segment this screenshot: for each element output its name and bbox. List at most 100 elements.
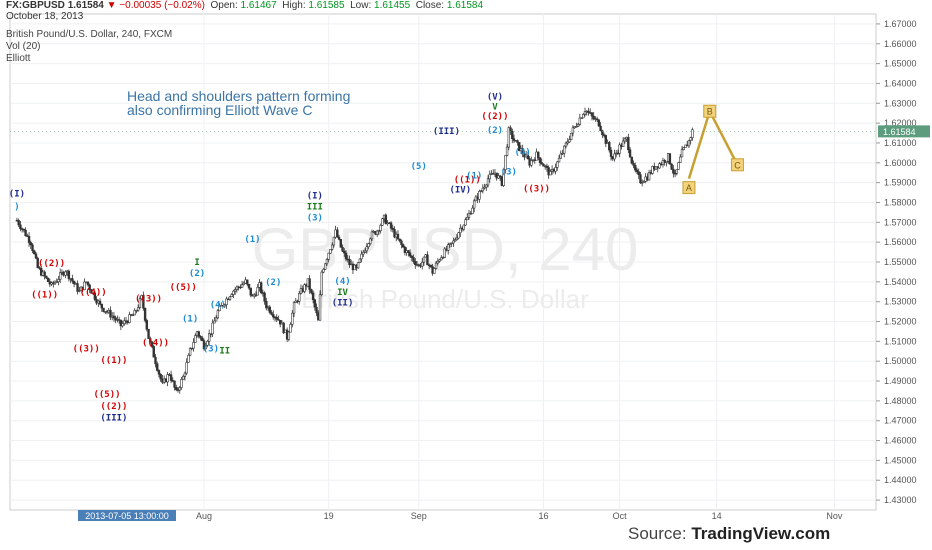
- x-tick-label: 14: [712, 511, 722, 521]
- candle-body: [433, 268, 436, 274]
- x-tick-label: Nov: [826, 511, 843, 521]
- candle-body: [88, 284, 91, 290]
- open-value: 1.61467: [240, 0, 277, 11]
- candle-body: [315, 306, 318, 314]
- candle-body: [504, 155, 507, 170]
- candle-body: [453, 239, 457, 242]
- candle-body: [194, 335, 197, 343]
- candle-body: [272, 314, 275, 318]
- candle-body: [459, 227, 462, 234]
- y-tick-label: 1.63000: [884, 98, 917, 108]
- candle-body: [452, 240, 455, 244]
- candle-body: [609, 149, 613, 157]
- candle-body: [119, 319, 123, 327]
- candle-body: [233, 289, 237, 292]
- open-label: Open:: [210, 0, 238, 11]
- candle-body: [78, 290, 81, 292]
- series-legend[interactable]: British Pound/U.S. Dollar, 240, FXCM: [6, 29, 173, 40]
- candle-body: [22, 228, 26, 231]
- candle-body: [339, 239, 343, 248]
- candle-body: [17, 220, 20, 226]
- candle-body: [142, 295, 145, 309]
- candle-body: [479, 190, 483, 192]
- projection-marker: [730, 158, 744, 172]
- candle-body: [90, 289, 93, 294]
- volume-legend[interactable]: Vol (20): [6, 41, 41, 52]
- candle-body: [628, 149, 632, 158]
- candle-body: [136, 307, 140, 311]
- candle-body: [640, 182, 644, 184]
- candle-body: [679, 156, 682, 163]
- candle-body: [36, 257, 39, 268]
- candle-body: [422, 256, 426, 263]
- candle-body: [568, 139, 571, 143]
- candle-body: [367, 243, 370, 247]
- x-tick-label: 19: [324, 511, 334, 521]
- wave-label: (I): [9, 190, 25, 200]
- candle-body: [265, 300, 268, 309]
- candle-body: [29, 242, 32, 246]
- candle-body: [149, 338, 152, 342]
- candle-body: [677, 162, 680, 170]
- candle-body: [457, 232, 460, 239]
- candle-body: [578, 117, 582, 125]
- candle-body: [486, 178, 490, 186]
- y-tick-label: 1.53000: [884, 297, 917, 307]
- candle-body: [225, 298, 228, 306]
- wave-label: ((3)): [73, 344, 100, 354]
- y-tick-label: 1.49000: [884, 376, 917, 386]
- candle-body: [466, 217, 469, 221]
- candle-body: [426, 254, 429, 266]
- candle-body: [375, 230, 379, 235]
- wave-label: ((2)): [481, 112, 508, 122]
- candle-body: [199, 335, 202, 339]
- candle-body: [152, 346, 155, 358]
- candle-body: [256, 287, 259, 296]
- wave-label: ((1)): [454, 176, 481, 186]
- candle-body: [362, 251, 365, 255]
- y-tick-label: 1.55000: [884, 257, 917, 267]
- candle-body: [46, 277, 50, 282]
- candle-body: [228, 296, 232, 300]
- candle-body: [613, 153, 616, 160]
- candle-body: [384, 214, 388, 225]
- wave-label: (1): [244, 235, 260, 245]
- wave-label: I: [194, 258, 199, 268]
- y-tick-label: 1.50000: [884, 356, 917, 366]
- candle-body: [530, 160, 533, 166]
- candle-body: [249, 287, 252, 296]
- candle-body: [187, 354, 190, 363]
- candle-body: [182, 376, 185, 380]
- candle-body: [318, 294, 322, 321]
- candle-body: [55, 281, 58, 283]
- candle-body: [485, 184, 488, 188]
- candle-body: [183, 372, 187, 377]
- candle-body: [634, 165, 637, 171]
- candle-body: [27, 235, 31, 243]
- projection-marker: [703, 104, 717, 118]
- candle-body: [329, 249, 332, 254]
- y-tick-label: 1.48000: [884, 396, 917, 406]
- triangle-down-icon: ▼: [106, 0, 117, 11]
- candle-body: [590, 112, 594, 117]
- elliott-legend[interactable]: Elliott: [6, 53, 31, 64]
- wave-label: IV: [337, 288, 348, 298]
- candle-body: [64, 271, 67, 276]
- candle-body: [43, 271, 46, 277]
- candle-body: [235, 286, 239, 290]
- candle-body: [665, 160, 668, 163]
- y-tick-label: 1.61000: [884, 138, 917, 148]
- wave-label: (2): [189, 269, 205, 279]
- candle-body: [554, 167, 557, 172]
- wave-label: (3): [501, 168, 517, 178]
- candle-body: [472, 200, 476, 209]
- candle-body: [509, 127, 512, 132]
- candle-body: [434, 262, 438, 269]
- candle-body: [356, 262, 360, 269]
- candle-body: [123, 320, 126, 324]
- candle-body: [412, 257, 415, 262]
- candle-body: [377, 230, 381, 232]
- price-change: −0.00035 (−0.02%): [119, 0, 205, 11]
- wave-label: ((5)): [93, 390, 120, 400]
